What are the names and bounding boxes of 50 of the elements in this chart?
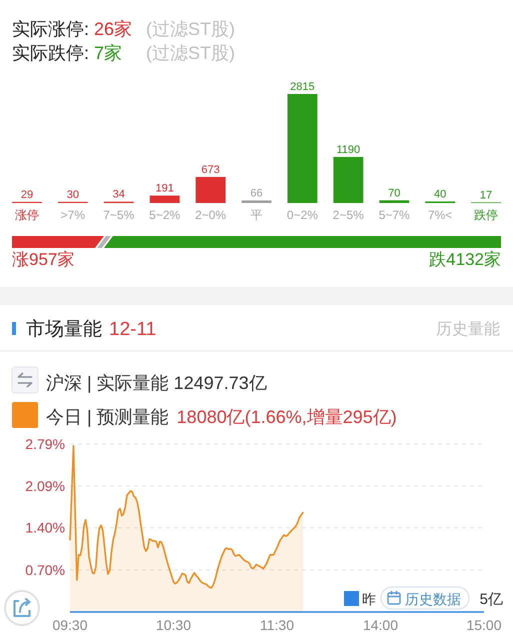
x-tick-label: 14:00 [362,617,398,633]
chart-subtitle: 12-11 [109,319,156,340]
x-tick-label: 7%< [428,208,452,222]
data-label: 17 [480,189,492,202]
chart-title: 市场量能 [26,318,102,340]
bar [287,94,318,203]
data-label: 66 [250,187,263,200]
data-label: 跌4132家 [429,250,501,269]
x-tick-label: >7% [60,208,86,222]
y-tick-label: 2.09% [25,478,65,494]
data-label: 673 [201,164,220,176]
x-tick-label: 7~5% [103,208,135,222]
x-tick-label: 平 [250,208,262,222]
data-label: 29 [20,188,34,201]
x-tick-label: 跌停 [474,208,498,222]
annotation: 历史数据 [405,591,461,607]
x-tick-label: 2~5% [332,208,364,222]
x-tick-label: 5~2% [149,208,181,222]
y-tick-label: 0.70% [25,562,65,578]
x-tick-label: 5~7% [378,208,410,222]
bar [242,200,272,203]
bar [379,200,410,203]
annotation: 昨 [362,591,376,607]
text: 18080亿(1.66%,增量295亿) [176,407,397,427]
y-tick-label: 1.40% [25,520,65,536]
bar [196,176,226,203]
text: 沪深 | 实际量能 12497.73亿 [46,373,267,393]
data-label: 40 [434,188,446,200]
bar [333,156,364,203]
x-tick-label: 11:30 [260,617,294,633]
x-tick-label: 2~0% [195,208,226,222]
data-label: 70 [388,187,400,200]
bar [150,196,180,203]
annotation: 5亿 [480,591,503,608]
data-label: 191 [156,182,174,195]
data-label: 涨957家 [12,250,74,269]
data-label: 1190 [336,144,360,156]
y-tick-label: 2.79% [25,436,65,452]
data-label: 2815 [290,81,315,93]
text: 实际跌停: 7家 (过滤ST股) [12,43,236,63]
x-tick-label: 涨停 [14,208,39,222]
x-tick-label: 15:00 [466,617,502,633]
text: 历史量能 [436,320,500,338]
data-label: 30 [66,188,79,201]
x-tick-label: 10:30 [156,617,192,633]
x-tick-label: 09:30 [52,617,88,633]
data-label: 34 [112,188,125,201]
x-tick-label: 0~2% [286,208,318,222]
legend-label: 今日 | 预测量能 [46,407,169,427]
chart-title: 实际涨停: 26家 (过滤ST股) [12,19,236,39]
